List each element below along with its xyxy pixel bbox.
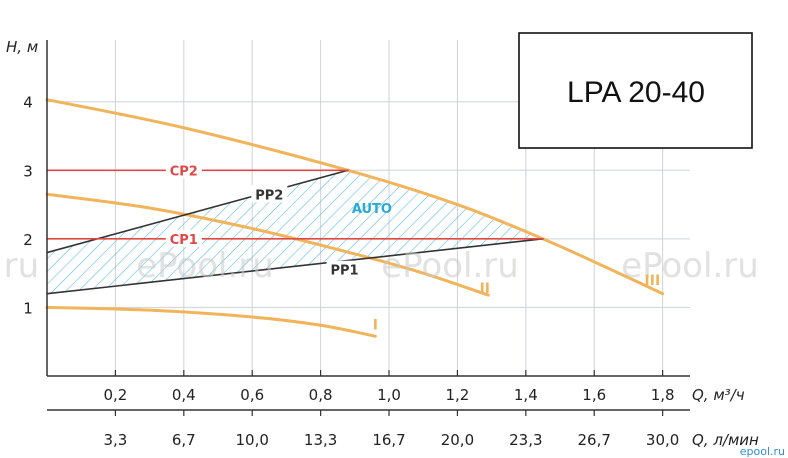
- x-tick-label: 1,6: [582, 386, 606, 404]
- title-frame: [518, 32, 753, 149]
- series-label-bg: [326, 260, 363, 278]
- chart-title: LPA 20-40: [567, 76, 705, 109]
- x2-tick-label: 10,0: [236, 431, 269, 449]
- auto-label: AUTO: [352, 202, 392, 217]
- x2-tick-label: 3,3: [103, 431, 127, 449]
- series-label-pp2: PP2: [255, 188, 283, 203]
- y-tick-label: 3: [23, 162, 33, 180]
- series-line-pp1: [46, 238, 544, 295]
- corner-watermark: epool.ru: [740, 445, 785, 458]
- series-label-pp1: PP1: [331, 264, 359, 279]
- series-line-ii: [45, 192, 490, 297]
- x2-tick-label: 30,0: [646, 431, 679, 449]
- x2-tick-label: 26,7: [578, 431, 611, 449]
- x-tick-label: 0,6: [240, 386, 264, 404]
- x-tick-label: 0,8: [309, 386, 333, 404]
- x-tick-label: 1,2: [445, 386, 469, 404]
- watermark-text: ePool.ru: [621, 246, 759, 286]
- watermark-text: ePool.ru: [136, 246, 274, 286]
- labels-layer: 0,2 0,4 0,6 0,8 1,0 1,2 1,4 1,6 1,8 3,3 6,7 10,0 13,…: [6, 38, 785, 458]
- x2-tick-label: 20,0: [441, 431, 474, 449]
- series-label-bg: [165, 161, 202, 179]
- x2-axis-label: Q, л/мин: [692, 431, 759, 449]
- series-label-bg: [251, 185, 288, 203]
- series-layer: [45, 98, 665, 338]
- auto-region: [47, 170, 543, 294]
- series-line-i: [45, 305, 377, 338]
- series-label-ii: II: [480, 281, 490, 297]
- watermark-layer: .ru ePool.ru ePool.ru ePool.ru: [0, 246, 759, 286]
- x-tick-label: 1,8: [651, 386, 675, 404]
- x-tick-label: 1,4: [514, 386, 538, 404]
- series-label-i: I: [373, 318, 378, 334]
- series-label-iii: III: [645, 273, 661, 289]
- title-box: LPA 20-40: [518, 32, 753, 149]
- axes: [46, 40, 690, 416]
- series-label-cp1: CP1: [170, 233, 198, 248]
- x2-tick-label: 13,3: [304, 431, 337, 449]
- y-tick-label: 2: [23, 231, 33, 249]
- auto-hatch-area: [47, 170, 543, 294]
- x-tick-label: 1,0: [377, 386, 401, 404]
- y-axis-label: H, м: [6, 38, 38, 56]
- watermark-text: ePool.ru: [381, 246, 519, 286]
- y-tick-label: 1: [23, 299, 33, 317]
- x-tick-label: 0,4: [172, 386, 196, 404]
- series-label-cp2: CP2: [170, 164, 198, 179]
- x-tick-label: 0,2: [103, 386, 127, 404]
- watermark-text: .ru: [0, 246, 39, 286]
- x2-tick-label: 6,7: [172, 431, 196, 449]
- y-tick-label: 4: [23, 94, 33, 112]
- x-axis-label: Q, м³/ч: [692, 386, 745, 404]
- series-line-iii: [45, 98, 665, 296]
- x2-tick-label: 16,7: [372, 431, 405, 449]
- x2-tick-label: 23,3: [509, 431, 542, 449]
- series-label-bg: [165, 229, 202, 247]
